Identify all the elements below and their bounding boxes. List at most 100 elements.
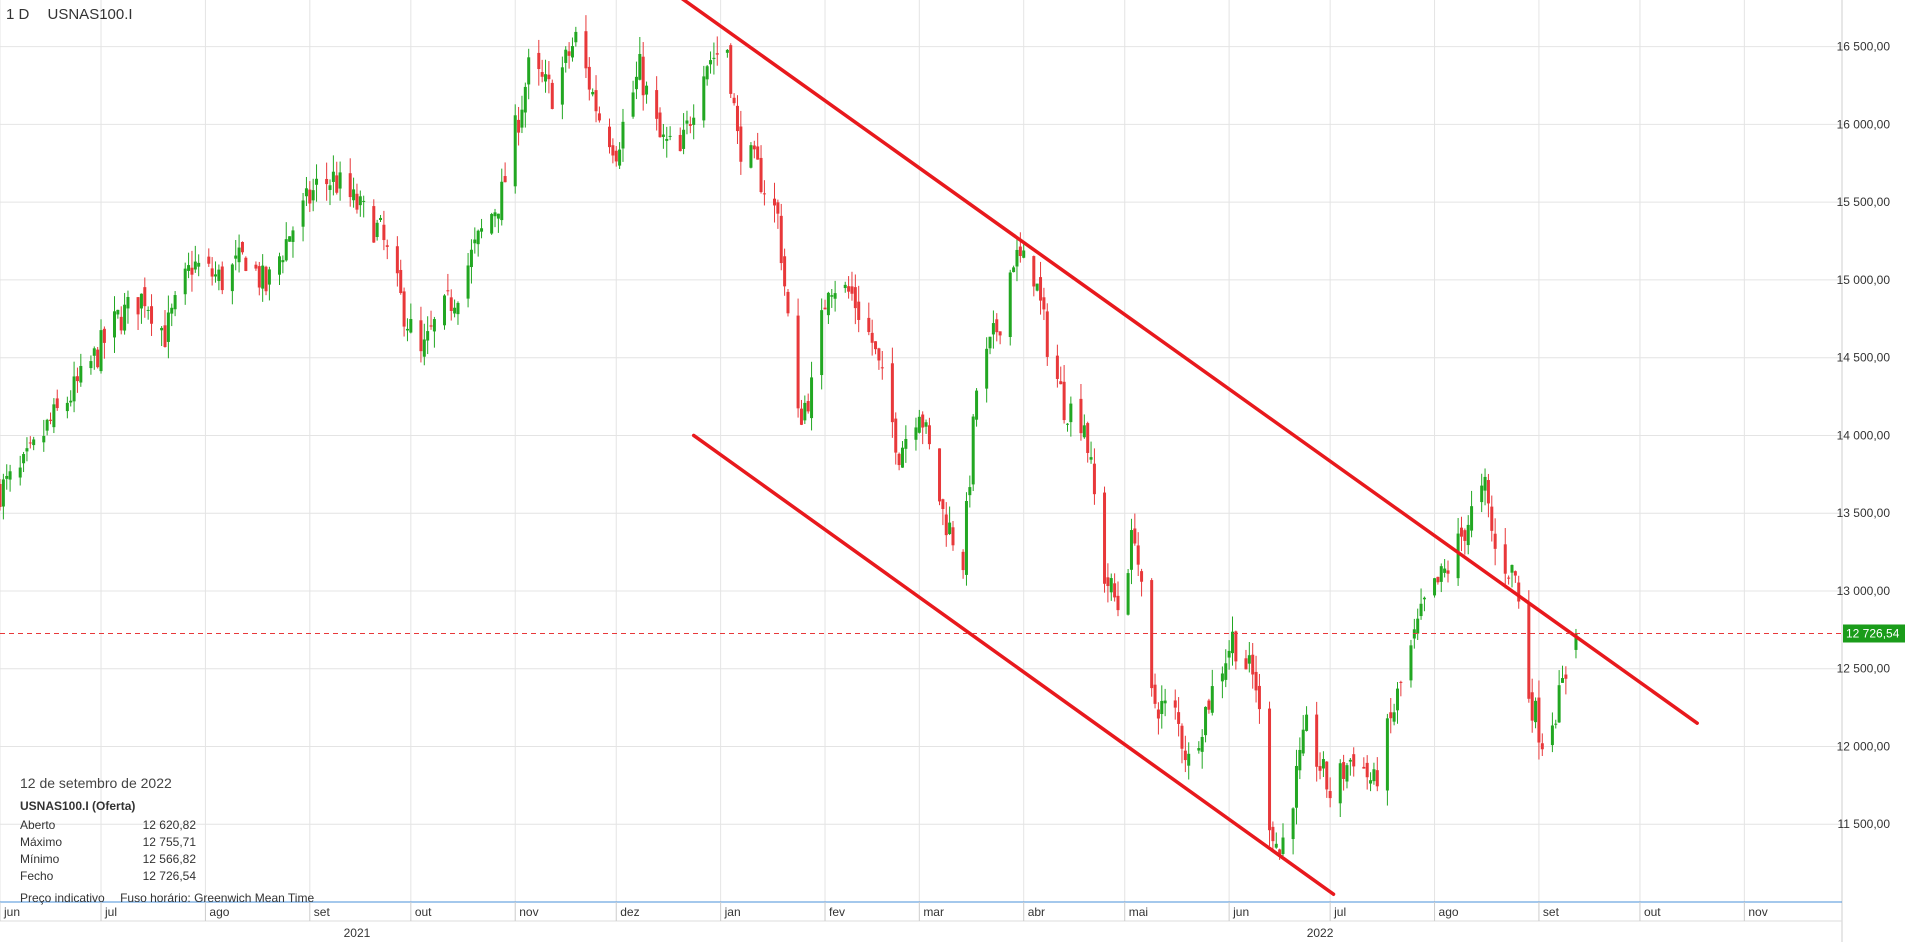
- chart-grid: [0, 0, 1843, 942]
- candle-body: [170, 307, 174, 314]
- candle-up: [709, 51, 713, 74]
- candle-body: [830, 295, 834, 297]
- candle-down: [75, 367, 79, 393]
- candle-up: [1187, 742, 1191, 780]
- candle-body: [1503, 544, 1507, 574]
- candle-body: [961, 551, 965, 571]
- candle-body: [773, 198, 777, 206]
- candle-body: [1116, 595, 1120, 611]
- info-row-high: Máximo 12 755,71: [20, 834, 196, 851]
- candle-body: [1140, 571, 1144, 582]
- candle-body: [870, 332, 874, 343]
- candle-body: [160, 327, 164, 331]
- current-price-tag: [1843, 624, 1905, 643]
- candle-body: [291, 230, 295, 242]
- candle-up: [1534, 697, 1538, 729]
- candle-body: [1153, 684, 1157, 704]
- candle-up: [1230, 616, 1234, 666]
- candle-body: [328, 185, 332, 190]
- candle-down: [257, 261, 261, 296]
- candle-body: [988, 336, 992, 349]
- candle-up: [379, 214, 383, 222]
- candle-body: [197, 262, 201, 267]
- candle-up: [560, 56, 564, 120]
- candle-body: [362, 200, 366, 202]
- candle-down: [119, 306, 123, 335]
- candle-up: [1345, 763, 1349, 789]
- candle-body: [1055, 355, 1059, 379]
- candle-down: [55, 389, 59, 411]
- y-tick-label: 16 500,00: [1837, 40, 1891, 54]
- candle-body: [1409, 645, 1413, 681]
- candle-body: [1433, 578, 1437, 596]
- candle-up: [338, 161, 342, 201]
- candle-body: [1022, 250, 1026, 258]
- candle-up: [1126, 568, 1130, 616]
- candle-body: [187, 265, 191, 271]
- x-tick-label: out: [1644, 905, 1661, 919]
- candle-up: [65, 396, 69, 419]
- candle-down: [1527, 590, 1531, 703]
- candle-body: [1042, 297, 1046, 310]
- candle-up: [631, 80, 635, 119]
- candle-up: [331, 155, 335, 196]
- candle-body: [1338, 763, 1342, 804]
- candle-body: [79, 365, 83, 383]
- candle-body: [1150, 580, 1154, 689]
- candle-down: [894, 412, 898, 465]
- candle-down: [1156, 702, 1160, 735]
- candle-body: [1008, 272, 1012, 338]
- candle-down: [880, 351, 884, 380]
- chart-header: 1 D USNAS100.I: [6, 6, 147, 23]
- candle-body: [220, 266, 224, 291]
- y-tick-label: 16 000,00: [1837, 117, 1891, 131]
- candle-body: [1399, 681, 1403, 683]
- candle-body: [55, 398, 59, 409]
- candle-body: [645, 85, 649, 95]
- candle-body: [210, 268, 214, 277]
- candle-down: [503, 162, 507, 183]
- candle-down: [210, 257, 214, 286]
- candle-up: [476, 229, 480, 257]
- candle-body: [540, 72, 544, 77]
- candle-up: [665, 126, 669, 158]
- candle-body: [308, 189, 312, 204]
- candle-body: [402, 291, 406, 327]
- candle-body: [28, 442, 32, 444]
- candle-up: [267, 266, 271, 301]
- x-tick-label: nov: [1748, 905, 1767, 919]
- candle-up: [443, 294, 447, 330]
- candle-body: [853, 287, 857, 309]
- candle-up: [917, 409, 921, 434]
- symbol-label[interactable]: USNAS100.I: [47, 6, 133, 23]
- candle-up: [315, 164, 319, 202]
- candle-body: [921, 414, 925, 428]
- candle-down: [961, 549, 965, 579]
- candle-down: [1459, 516, 1463, 552]
- candle-up: [8, 464, 12, 492]
- candle-body: [1436, 576, 1440, 583]
- candle-body: [759, 157, 763, 193]
- candle-body: [847, 286, 851, 292]
- ohlc-info-panel: 12 de setembro de 2022 USNAS100.I (Ofert…: [20, 775, 196, 885]
- candle-down: [517, 106, 521, 146]
- candle-down: [729, 43, 733, 98]
- timeframe-label[interactable]: 1 D: [6, 6, 30, 23]
- candle-body: [1537, 697, 1541, 743]
- candle-up: [1281, 823, 1285, 858]
- candle-body: [1106, 577, 1110, 587]
- candle-body: [264, 266, 268, 292]
- x-tick-label: jul: [104, 905, 117, 919]
- candle-body: [1318, 766, 1322, 771]
- candle-up: [500, 168, 504, 226]
- candle-up: [1220, 666, 1224, 699]
- candle-up: [166, 295, 170, 359]
- candle-body: [1530, 692, 1534, 721]
- candle-up: [513, 104, 517, 194]
- candle-body: [1550, 725, 1554, 746]
- candle-down: [1042, 287, 1046, 321]
- candle-down: [658, 107, 662, 138]
- candle-down: [540, 59, 544, 83]
- candle-up: [1247, 642, 1251, 673]
